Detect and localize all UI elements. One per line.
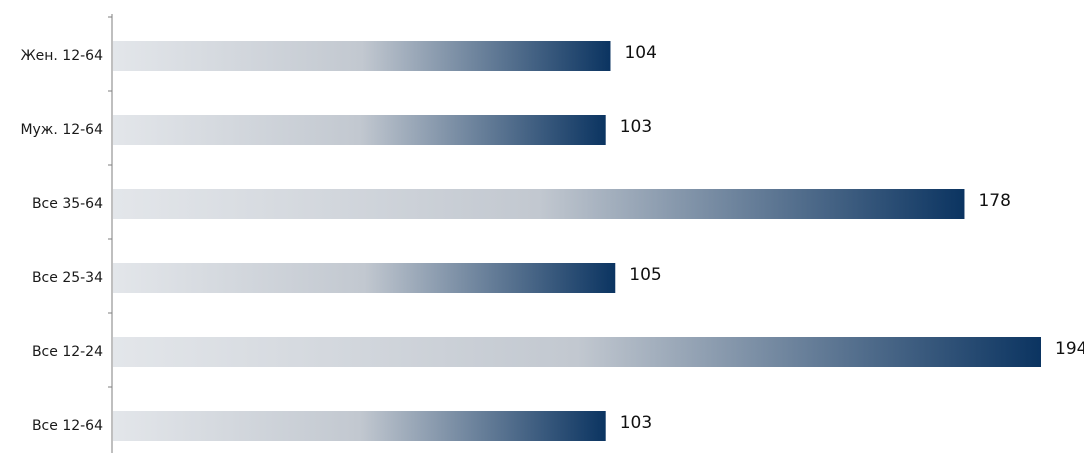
category-label: Все 12-24 (32, 344, 103, 360)
y-axis-ticks (108, 16, 112, 388)
bar (113, 41, 611, 71)
category-label: Жен. 12-64 (21, 48, 104, 64)
bar (113, 115, 606, 145)
category-label: Все 35-64 (32, 196, 103, 212)
value-label: 194 (1055, 339, 1084, 359)
category-label: Все 25-34 (32, 270, 103, 286)
bar (113, 189, 965, 219)
bar (113, 411, 606, 441)
bar (113, 337, 1041, 367)
value-label: 103 (620, 413, 652, 433)
bars-group: Жен. 12-64 104 Муж. 12-64 103 Все 35-64 178 Вс… (20, 41, 1084, 441)
category-label: Муж. 12-64 (20, 122, 103, 138)
category-label: Все 12-64 (32, 418, 103, 434)
value-label: 104 (624, 43, 656, 63)
value-label: 103 (620, 117, 652, 137)
bar (113, 263, 616, 293)
value-label: 178 (978, 191, 1010, 211)
value-label: 105 (629, 265, 661, 285)
